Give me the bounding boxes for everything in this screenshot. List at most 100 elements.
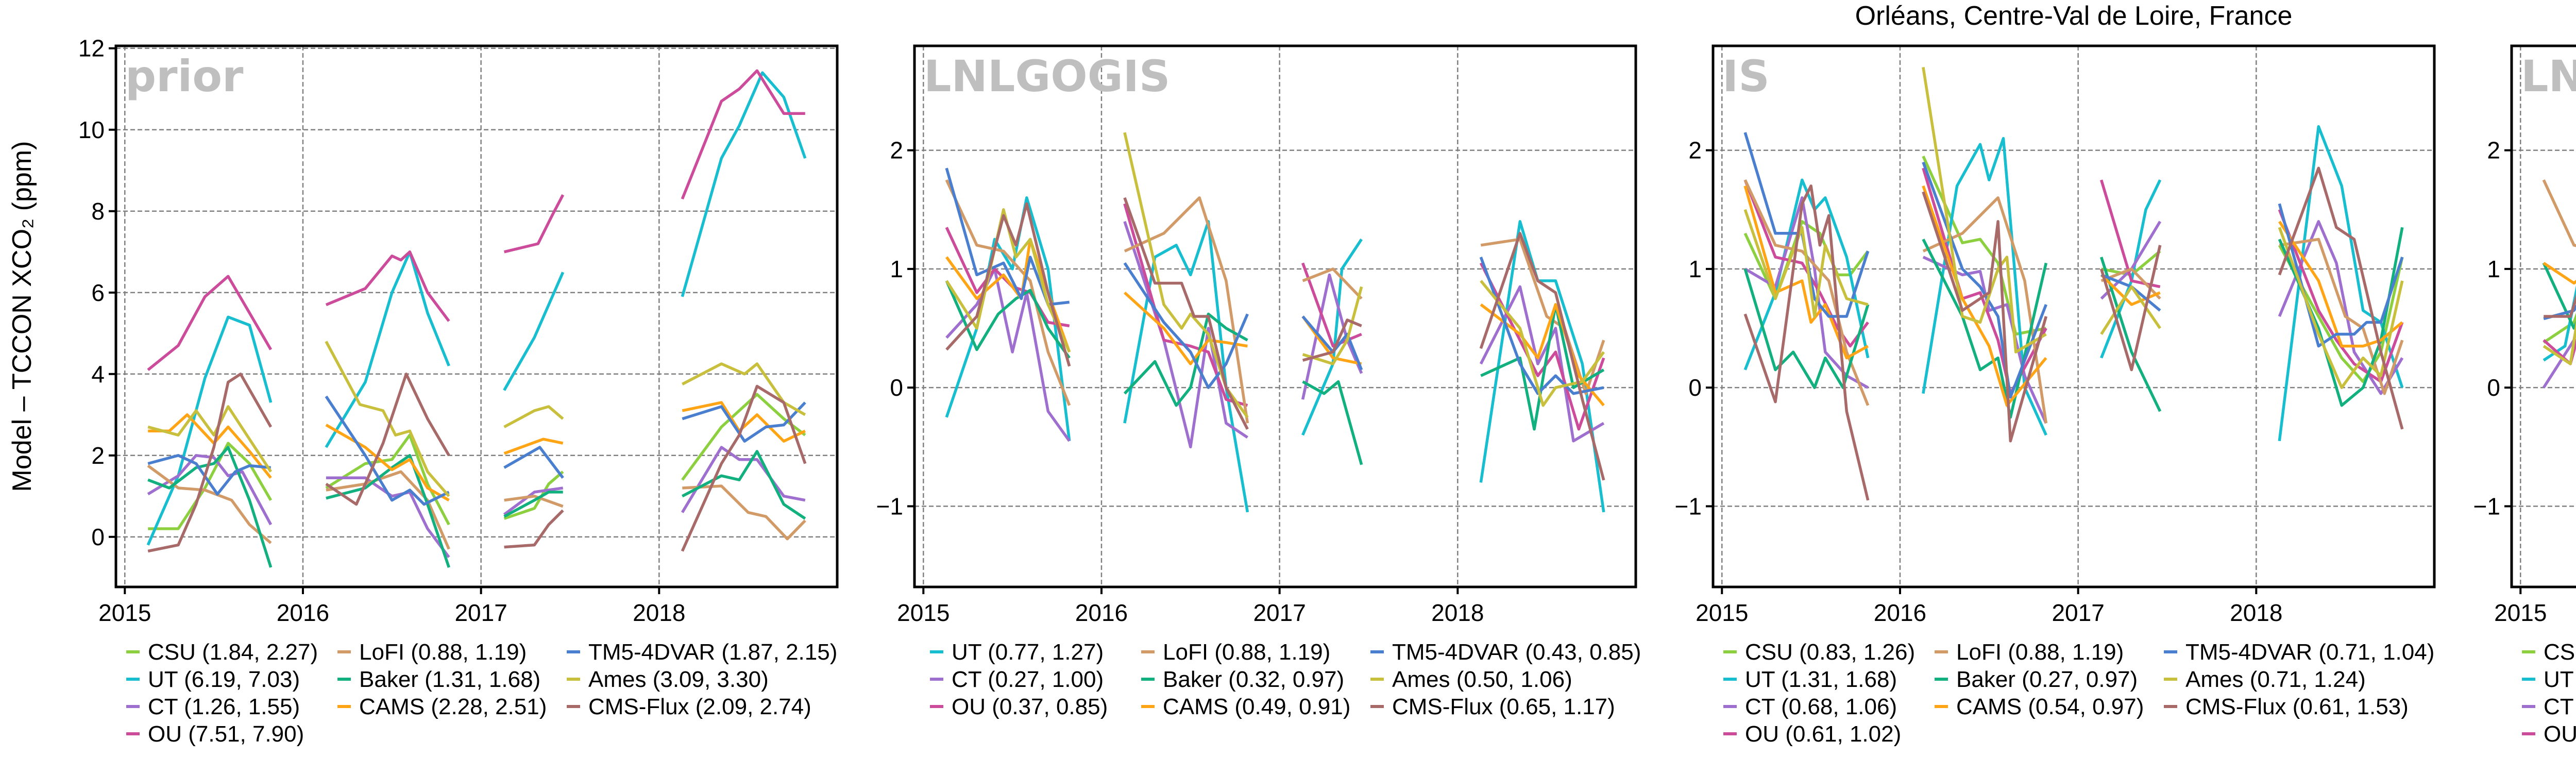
series-line-cms-flux-2018 (681, 384, 807, 552)
series-line-cams-2016 (1124, 291, 1248, 365)
x-tick-label: 2018 (2230, 599, 2282, 626)
series-line-lofi-2015 (945, 179, 1071, 406)
y-tick-label: 2 (1688, 137, 1702, 164)
legend-item-lofi: LoFI (0.88, 1.19) (1935, 640, 2124, 665)
panel-label: LNLG (2521, 51, 2576, 102)
series-line-lofi-2018 (682, 484, 806, 541)
legend-label: CT (1.26, 1.55) (148, 694, 300, 719)
series-line-baker-2017 (2099, 257, 2162, 412)
series-line-ames-2015 (2543, 318, 2576, 365)
series-line-tm5-4dvar-2015 (1743, 132, 1870, 318)
legend-item-ut: UT (0.87, 1.28) (2522, 667, 2576, 692)
series-line-cams-2017 (503, 438, 564, 455)
x-tick-label: 2017 (1253, 599, 1306, 626)
panel-is: 2015 2016 2017 2018 −1 0 1 2 IS CSU (0.83, 1.26)U… (1675, 44, 2436, 747)
legend-label: CAMS (2.28, 2.51) (359, 694, 547, 719)
legend: UT (0.77, 1.27)CT (0.27, 1.00)OU (0.37, … (930, 640, 1641, 719)
legend-label: CAMS (0.49, 0.91) (1163, 694, 1350, 719)
legend-label: OU (0.41, 0.85) (2544, 721, 2576, 747)
legend-label: Baker (0.27, 0.97) (1956, 667, 2138, 692)
series-line-cms-flux-2017 (504, 509, 564, 549)
panel-label: IS (1722, 51, 1770, 102)
series-line-baker-2015 (1743, 268, 1870, 389)
series-line-cams-2017 (2100, 274, 2161, 306)
series-line-tm5-4dvar-2017 (1301, 315, 1363, 371)
series-line-lofi-2018 (2279, 238, 2404, 395)
series-line-cms-flux-2015 (945, 202, 1071, 367)
x-tick-label: 2015 (1696, 599, 1748, 626)
legend-item-cms-flux: CMS-Flux (2.09, 2.74) (567, 694, 811, 719)
legend-item-ut: UT (1.31, 1.68) (1723, 667, 1897, 692)
legend-label: TM5-4DVAR (1.87, 2.15) (588, 640, 837, 665)
series-line-ct-2018 (2278, 220, 2404, 395)
y-tick-label: 2 (890, 137, 903, 164)
x-tick-label: 2016 (277, 599, 329, 626)
y-tick-label: 6 (91, 279, 105, 306)
legend-label: OU (0.37, 0.85) (952, 694, 1108, 719)
series-line-tm5-4dvar-2016 (325, 395, 450, 506)
x-tick-label: 2018 (633, 599, 685, 626)
series-line-tm5-4dvar-2016 (1123, 262, 1249, 389)
series-line-tm5-4dvar-2015 (147, 454, 271, 496)
legend-item-lofi: LoFI (0.88, 1.19) (1141, 640, 1330, 665)
series-line-baker-2017 (503, 491, 563, 518)
series-line-tm5-4dvar-2018 (1479, 256, 1604, 395)
series-line-baker-2015 (147, 446, 273, 568)
y-tick-label: −1 (876, 493, 903, 519)
y-tick-label: 0 (2487, 374, 2500, 401)
series-line-tm5-4dvar-2016 (1922, 161, 2047, 399)
series-line-ut-2017 (503, 272, 565, 391)
series-line-tm5-4dvar-2017 (503, 446, 564, 479)
series-line-baker-2015 (945, 280, 1071, 359)
series-line-ou-2015 (1743, 179, 1869, 348)
legend-item-ut: UT (6.19, 7.03) (126, 667, 300, 692)
y-tick-label: 4 (91, 361, 105, 388)
legend-item-ct: CT (0.68, 1.06) (1723, 694, 1897, 719)
series-line-ou-2018 (681, 69, 805, 200)
legend-item-csu: CSU (1.84, 2.27) (126, 640, 318, 665)
legend-item-cams: CAMS (0.54, 0.97) (1935, 694, 2144, 719)
legend-item-ou: OU (0.61, 1.02) (1723, 721, 1901, 747)
legend-label: CT (0.27, 1.00) (952, 667, 1104, 692)
legend-item-ct: CT (1.26, 1.55) (126, 694, 300, 719)
legend-item-baker: Baker (0.32, 0.97) (1141, 667, 1344, 692)
y-tick-label: 1 (1688, 256, 1702, 282)
series-line-cams-2015 (1743, 185, 1869, 360)
series-line-ou-2017 (1301, 262, 1362, 348)
series-line-ames-2017 (2100, 285, 2161, 335)
legend-item-ct: CT (0.28, 0.90) (2522, 694, 2576, 719)
series-line-ames-2016 (325, 341, 450, 497)
series-line-ames-2017 (503, 405, 564, 428)
y-axis-label: Model – TCCON XCO₂ (ppm) (7, 141, 37, 492)
series-line-ct-2017 (1301, 273, 1363, 400)
legend: CSU (1.00, 1.33)UT (0.87, 1.28)CT (0.28,… (2522, 640, 2576, 747)
series-line-tm5-4dvar-2015 (2543, 304, 2576, 321)
series-line-ct-2015 (945, 267, 1071, 442)
y-tick-label: 2 (91, 442, 105, 469)
series-line-cms-flux-2015 (1743, 184, 1870, 501)
y-tick-label: 1 (890, 256, 903, 282)
panel-prior: 2015 2016 2017 2018 0 2 4 6 8 10 12 prior CSU (1.84,… (78, 35, 839, 747)
series-line-cms-flux-2017 (1302, 318, 1362, 362)
legend-item-tm5-4dvar: TM5-4DVAR (1.87, 2.15) (567, 640, 837, 665)
legend-label: UT (0.87, 1.28) (2544, 667, 2576, 692)
x-tick-label: 2017 (2052, 599, 2104, 626)
legend-label: CT (0.68, 1.06) (1745, 694, 1897, 719)
series-line-ames-2018 (1480, 280, 1605, 407)
series-line-tm5-4dvar-2018 (2278, 203, 2404, 348)
series-line-cams-2018 (2278, 221, 2403, 348)
y-tick-label: 10 (78, 116, 105, 143)
series-line-ct-2018 (681, 446, 806, 513)
y-tick-label: 12 (78, 35, 105, 62)
legend-item-tm5-4dvar: TM5-4DVAR (0.71, 1.04) (2164, 640, 2434, 665)
series-line-cms-flux-2015 (2544, 294, 2576, 318)
series-line-cms-flux-2017 (2099, 245, 2162, 372)
axes-frame (2510, 44, 2576, 588)
series-line-lofi-2018 (1480, 238, 1605, 395)
x-tick-label: 2015 (2494, 599, 2547, 626)
legend-item-ames: Ames (0.50, 1.06) (1370, 667, 1572, 692)
series-line-baker-2016 (1922, 239, 2048, 419)
panel-label: LNLGOGIS (924, 51, 1170, 102)
legend-item-lofi: LoFI (0.88, 1.19) (337, 640, 527, 665)
